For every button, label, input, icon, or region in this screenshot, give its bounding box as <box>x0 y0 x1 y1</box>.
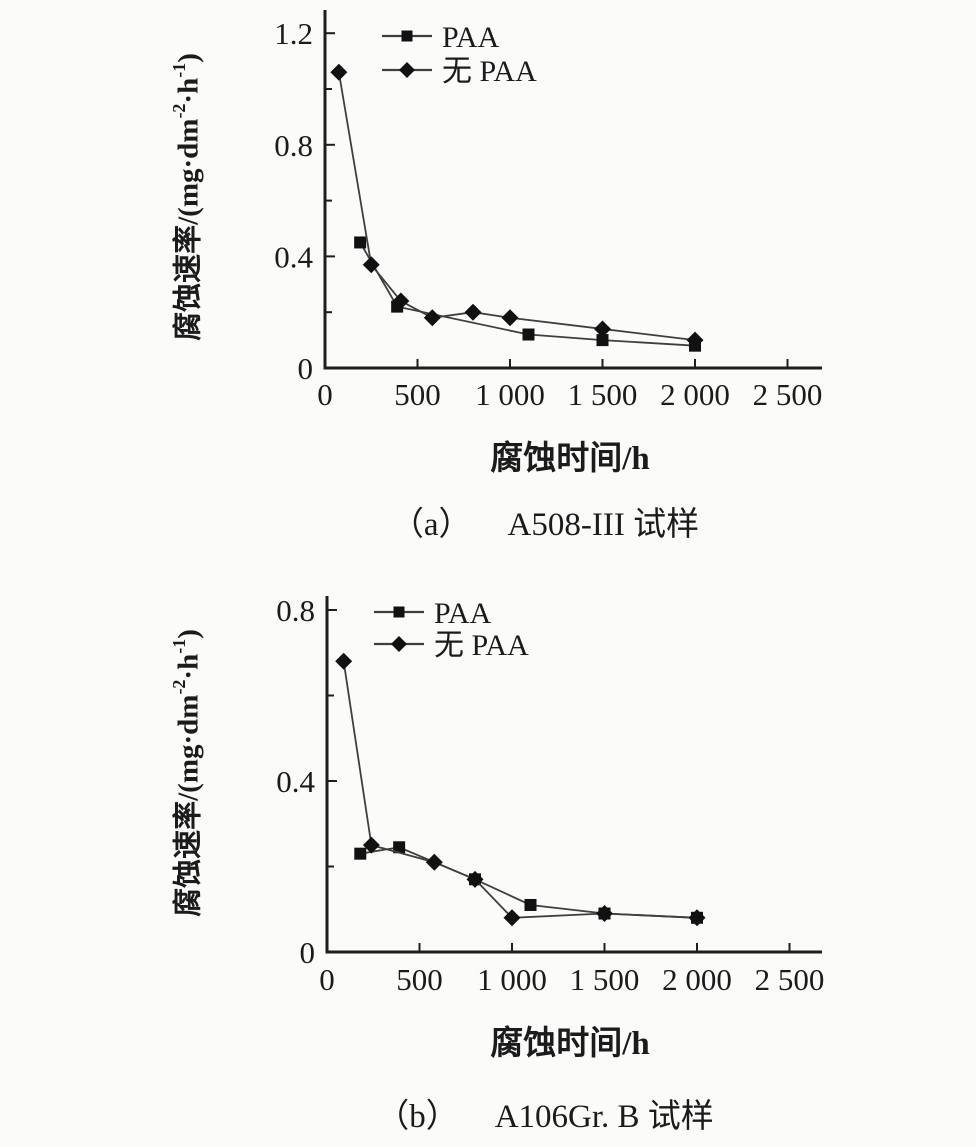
x-tick-label: 2 000 <box>662 962 732 997</box>
caption-a-index: （a） <box>390 507 472 543</box>
diamond-marker <box>594 320 611 338</box>
diamond-marker <box>362 836 380 854</box>
x-tick-label: 0 <box>319 962 335 997</box>
y-label-exp-2: -2 <box>169 103 190 119</box>
y-tick-label: 0.4 <box>276 764 315 799</box>
square-marker <box>393 841 406 854</box>
x-tick-label: 2 500 <box>755 962 825 997</box>
y-label-mid: ·h <box>172 653 205 680</box>
caption-a-title: A508-III 试样 <box>507 507 700 543</box>
square-marker <box>524 898 537 911</box>
chart-b-x-axis-label: 腐蚀时间/h <box>490 1026 650 1062</box>
square-marker <box>354 847 367 860</box>
x-tick-label: 1 000 <box>475 377 545 412</box>
square-marker <box>401 30 413 42</box>
diamond-marker <box>330 63 348 81</box>
y-tick-label: 0 <box>298 351 314 386</box>
axis-lines <box>323 10 822 370</box>
diamond-marker <box>362 256 380 274</box>
square-marker <box>596 334 609 347</box>
y-label-exp-1: -1 <box>169 62 190 78</box>
legend-label: 无 PAA <box>434 629 529 662</box>
x-tick-label: 500 <box>396 962 443 997</box>
diamond-marker <box>425 853 443 871</box>
diamond-marker <box>335 652 353 670</box>
y-tick-label: 0.8 <box>274 128 313 163</box>
chart-b-caption: （b） A106Gr. B 试样 <box>95 1089 976 1137</box>
legend-label: PAA <box>434 597 492 630</box>
y-label-close: ) <box>172 629 205 639</box>
diamond-marker <box>688 909 706 927</box>
diamond-marker <box>466 870 484 888</box>
diamond-marker <box>423 309 441 327</box>
x-tick-label: 1 000 <box>477 962 547 997</box>
diamond-marker <box>464 303 482 321</box>
y-label-main: 腐蚀速率/(mg·dm <box>172 694 205 917</box>
chart-a-y-axis-label: 腐蚀速率/(mg·dm-2·h-1) <box>160 11 205 383</box>
caption-b-title: A106Gr. B 试样 <box>494 1099 714 1135</box>
x-tick-label: 1 500 <box>570 962 640 997</box>
square-marker <box>522 328 535 341</box>
chart-a-caption: （a） A508-III 试样 <box>95 497 976 545</box>
diamond-marker <box>391 636 407 652</box>
y-label-close: ) <box>172 53 205 63</box>
chart-a-x-axis-label: 腐蚀时间/h <box>490 441 650 477</box>
diamond-marker <box>392 292 410 310</box>
legend-label: PAA <box>442 21 500 54</box>
square-marker <box>354 236 367 249</box>
diamond-marker <box>399 62 415 78</box>
square-marker <box>393 606 405 618</box>
x-tick-label: 0 <box>317 377 333 412</box>
series-line-diamond <box>337 72 696 341</box>
y-label-exp-2: -2 <box>169 679 190 695</box>
chart-b-y-axis-label: 腐蚀速率/(mg·dm-2·h-1) <box>160 587 205 959</box>
diamond-marker <box>503 909 521 927</box>
y-tick-label: 0 <box>300 935 316 970</box>
caption-b-index: （b） <box>376 1099 459 1135</box>
y-tick-label: 1.2 <box>274 16 313 51</box>
x-tick-label: 2 000 <box>660 377 730 412</box>
x-tick-label: 500 <box>394 377 441 412</box>
diamond-marker <box>596 905 613 923</box>
diamond-marker <box>686 331 704 349</box>
y-label-mid: ·h <box>172 77 205 104</box>
diamond-marker <box>501 309 519 327</box>
x-tick-label: 1 500 <box>568 377 638 412</box>
series-line-diamond <box>342 661 698 919</box>
y-tick-label: 0.4 <box>274 239 313 274</box>
x-tick-label: 2 500 <box>753 377 823 412</box>
legend-label: 无 PAA <box>442 55 537 88</box>
y-label-exp-1: -1 <box>169 638 190 654</box>
y-tick-label: 0.8 <box>276 593 315 628</box>
y-label-main: 腐蚀速率/(mg·dm <box>172 118 205 341</box>
